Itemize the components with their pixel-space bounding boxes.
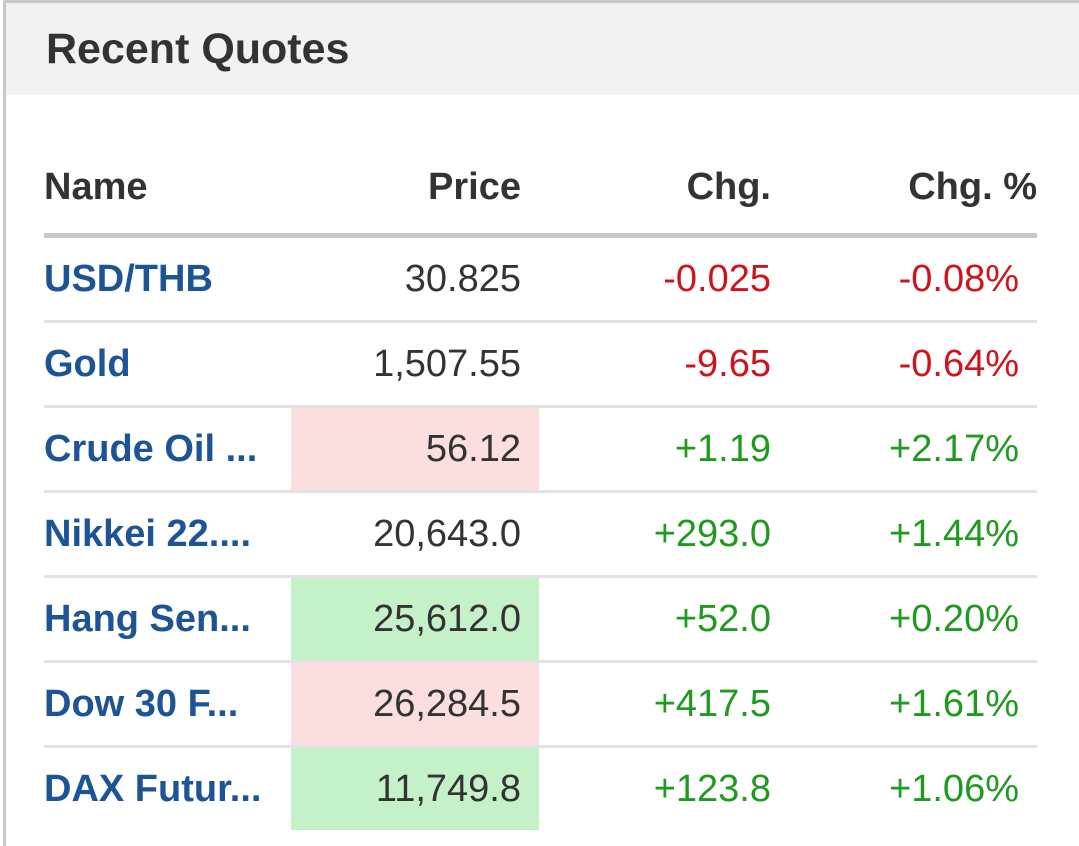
quote-change: +52.0: [539, 576, 789, 663]
quote-change-percent: +1.44%: [789, 491, 1037, 578]
widget-title: Recent Quotes: [46, 25, 350, 73]
column-header-name[interactable]: Name: [44, 145, 291, 238]
quote-change: +293.0: [539, 491, 789, 578]
quote-price: 25,612.0: [291, 576, 539, 663]
quote-change-percent: -0.08%: [789, 235, 1037, 323]
column-header-change[interactable]: Chg.: [539, 145, 789, 238]
table-row: Hang Sen... 25,612.0 +52.0 +0.20%: [44, 576, 1037, 663]
quote-change-percent: -0.64%: [789, 321, 1037, 408]
recent-quotes-widget: [3, 0, 1079, 846]
quote-name-link[interactable]: DAX Futur...: [44, 767, 262, 810]
widget-header: Recent Quotes: [6, 3, 1079, 95]
quote-change: +1.19: [539, 406, 789, 493]
quote-change: +417.5: [539, 661, 789, 748]
table-row: Nikkei 22.... 20,643.0 +293.0 +1.44%: [44, 491, 1037, 578]
quote-price: 1,507.55: [291, 321, 539, 408]
quote-price: 20,643.0: [291, 491, 539, 578]
quote-price: 56.12: [291, 406, 539, 493]
quote-change: -9.65: [539, 321, 789, 408]
column-header-price[interactable]: Price: [291, 145, 539, 238]
column-header-change-percent[interactable]: Chg. %: [789, 145, 1037, 238]
table-row: USD/THB 30.825 -0.025 -0.08%: [44, 235, 1037, 323]
table-row: Crude Oil ... 56.12 +1.19 +2.17%: [44, 406, 1037, 493]
quote-name-link[interactable]: Crude Oil ...: [44, 406, 291, 493]
quote-name-link[interactable]: Gold: [44, 321, 291, 408]
quote-name-link[interactable]: Nikkei 22....: [44, 491, 291, 578]
quote-price: 26,284.5: [291, 661, 539, 748]
table-header-row: Name Price Chg. Chg. %: [44, 145, 1037, 238]
quote-change: +123.8: [653, 767, 771, 810]
quote-price: 11,749.8: [291, 746, 539, 830]
quote-name-link[interactable]: Hang Sen...: [44, 576, 291, 663]
quote-change-percent: +1.06%: [889, 767, 1019, 810]
quote-change-percent: +2.17%: [789, 406, 1037, 493]
quote-change-percent: +0.20%: [789, 576, 1037, 663]
quote-name-link[interactable]: Dow 30 F...: [44, 661, 291, 748]
table-row: DAX Futur... 11,749.8 +123.8 +1.06%: [44, 746, 1037, 830]
quotes-table: Name Price Chg. Chg. % USD/THB 30.825 -0.0…: [44, 145, 1037, 830]
quote-change: -0.025: [539, 235, 789, 323]
quote-price: 30.825: [291, 235, 539, 323]
table-row: Gold 1,507.55 -9.65 -0.64%: [44, 321, 1037, 408]
quote-name-link[interactable]: USD/THB: [44, 235, 291, 323]
quote-change-percent: +1.61%: [789, 661, 1037, 748]
table-row: Dow 30 F... 26,284.5 +417.5 +1.61%: [44, 661, 1037, 748]
